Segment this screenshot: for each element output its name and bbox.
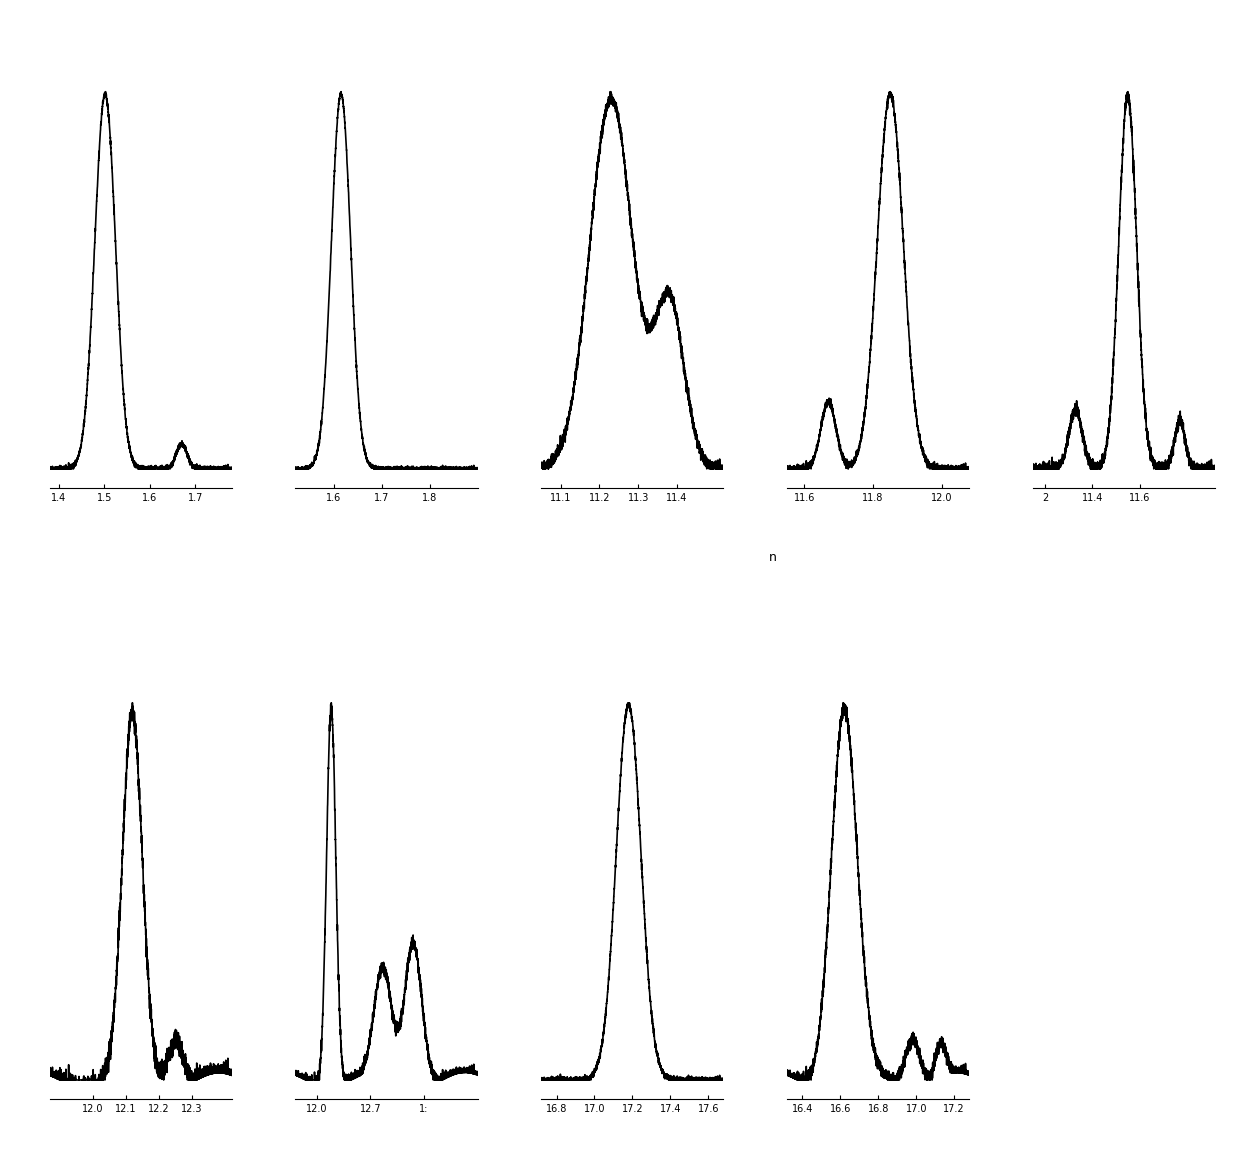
Text: n: n <box>769 551 776 565</box>
